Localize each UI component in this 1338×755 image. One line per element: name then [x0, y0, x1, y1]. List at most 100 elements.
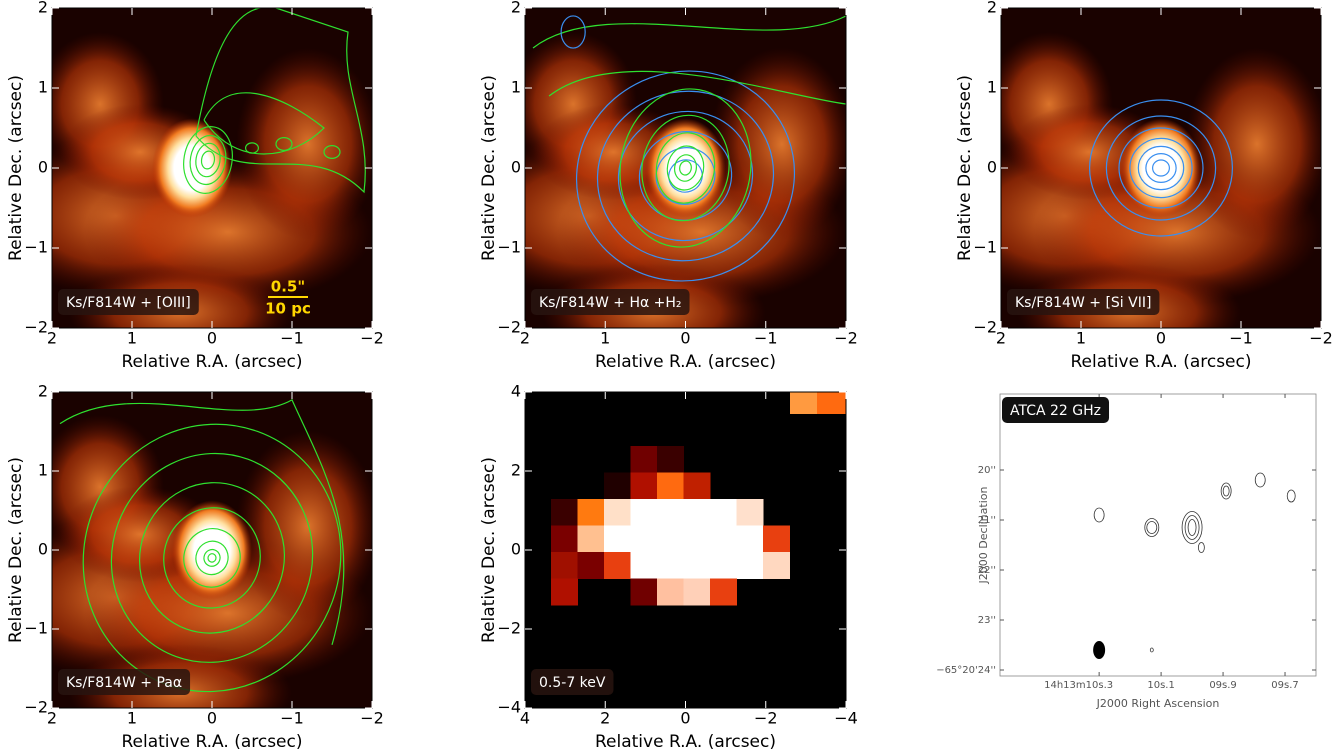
pixel [657, 526, 684, 553]
pixel [737, 499, 764, 526]
pixel [578, 526, 605, 553]
y-tick-label: −2 [497, 619, 521, 638]
emission [236, 430, 380, 622]
image [525, 392, 846, 708]
x-tick-label: −2 [360, 709, 384, 728]
panel-label: Ks/F814W + [Si VII] [1015, 295, 1151, 311]
pixel [817, 392, 846, 414]
x-tick-label: 10s.1 [1147, 680, 1174, 691]
pixel [790, 392, 817, 414]
y-tick-label: 2 [38, 0, 48, 17]
emission [236, 48, 380, 240]
y-tick-label: −1 [973, 238, 997, 257]
x-axis-label: Relative R.A. (arcsec) [121, 732, 302, 752]
pixel [657, 552, 684, 579]
y-tick-label: 0 [511, 158, 521, 177]
y-tick-label: 4 [511, 382, 521, 401]
pixel [604, 526, 631, 553]
y-tick-label: 0 [38, 158, 48, 177]
y-axis-label: Relative Dec. (arcsec) [6, 75, 26, 261]
pixel [551, 579, 578, 606]
y-tick-label: −65°20'24'' [936, 665, 996, 676]
figure: 2 1 0 −1 −2 −2 −1 0 1 2 Relative R.A. (arcsec) Rela… [0, 0, 1338, 755]
y-tick-label: 0 [38, 540, 48, 559]
pixel [631, 552, 658, 579]
radio-contour [1221, 483, 1231, 499]
y-axis-label: Relative Dec. (arcsec) [479, 457, 499, 643]
x-tick-label: −1 [280, 329, 304, 348]
x-tick-label: 0 [207, 329, 217, 348]
x-tick-label: −2 [360, 329, 384, 348]
radio-contour [1255, 473, 1265, 487]
pixel [763, 526, 790, 553]
x-tick-label: 1 [127, 329, 137, 348]
y-tick-label: 1 [987, 78, 997, 97]
nucleus [152, 118, 232, 217]
radio-contour [1223, 486, 1229, 496]
radio-contour [1150, 648, 1153, 652]
x-axis-label: Relative R.A. (arcsec) [121, 352, 302, 372]
pixel [710, 552, 737, 579]
emission [710, 48, 854, 241]
panel-label: ATCA 22 GHz [1010, 403, 1101, 419]
radio-contour [1188, 520, 1196, 536]
x-tick-label: 4 [520, 709, 530, 728]
x-tick-label: −2 [834, 329, 858, 348]
pixel [551, 499, 578, 526]
x-tick-label: 1 [127, 709, 137, 728]
pixel [737, 526, 764, 553]
pixel [578, 499, 605, 526]
radio-contour [1094, 508, 1104, 522]
y-tick-label: −1 [24, 619, 48, 638]
pixel [631, 446, 658, 473]
pixel [604, 473, 631, 500]
emission [1185, 48, 1329, 240]
x-axis-label: Relative R.A. (arcsec) [1070, 352, 1251, 372]
y-tick-label: 0 [987, 158, 997, 177]
pixel [631, 473, 658, 500]
image [1093, 473, 1295, 659]
y-tick-label: 2 [511, 0, 521, 17]
pixel [684, 579, 711, 606]
pixel [710, 526, 737, 553]
x-tick-label: 0 [680, 709, 690, 728]
y-axis-label: Relative Dec. (arcsec) [955, 75, 975, 261]
y-tick-label: 2 [38, 382, 48, 401]
x-axis-label: Relative R.A. (arcsec) [595, 352, 776, 372]
x-tick-label: −2 [1309, 329, 1333, 348]
radio-contour [1198, 543, 1204, 553]
pixel [684, 499, 711, 526]
x-tick-label: 2 [600, 709, 610, 728]
y-tick-label: 20'' [978, 465, 996, 476]
pixel [657, 499, 684, 526]
y-axis-label: J2000 Declination [977, 487, 990, 585]
panel-label: Ks/F814W + Paα [66, 675, 182, 691]
y-tick-label: 1 [511, 78, 521, 97]
pixel [763, 552, 790, 579]
pixel [551, 552, 578, 579]
y-tick-label: −1 [24, 238, 48, 257]
x-tick-label: 2 [520, 329, 530, 348]
y-tick-label: −2 [24, 318, 48, 337]
scale-length: 10 pc [265, 300, 311, 318]
x-axis-label: Relative R.A. (arcsec) [595, 732, 776, 752]
pixel [657, 579, 684, 606]
panel: 420−2−4−4−2024Relative R.A. (arcsec)Rela… [479, 382, 858, 753]
pixel [604, 499, 631, 526]
scale-size: 0.5" [271, 278, 305, 296]
x-axis-label: J2000 Right Ascension [1096, 697, 1220, 710]
panel-label: Ks/F814W + Hα +H₂ [539, 295, 682, 311]
x-tick-label: −1 [1229, 329, 1253, 348]
y-tick-label: 1 [38, 78, 48, 97]
y-tick-label: 2 [987, 0, 997, 17]
page: 2 1 0 −1 −2 −2 −1 0 1 2 Relative R.A. (arcsec) Rela… [0, 0, 1338, 755]
y-tick-label: −1 [497, 238, 521, 257]
x-tick-label: −1 [280, 709, 304, 728]
y-tick-label: 0 [511, 540, 521, 559]
y-tick-label: −2 [973, 318, 997, 337]
y-axis-label: Relative Dec. (arcsec) [6, 457, 26, 643]
